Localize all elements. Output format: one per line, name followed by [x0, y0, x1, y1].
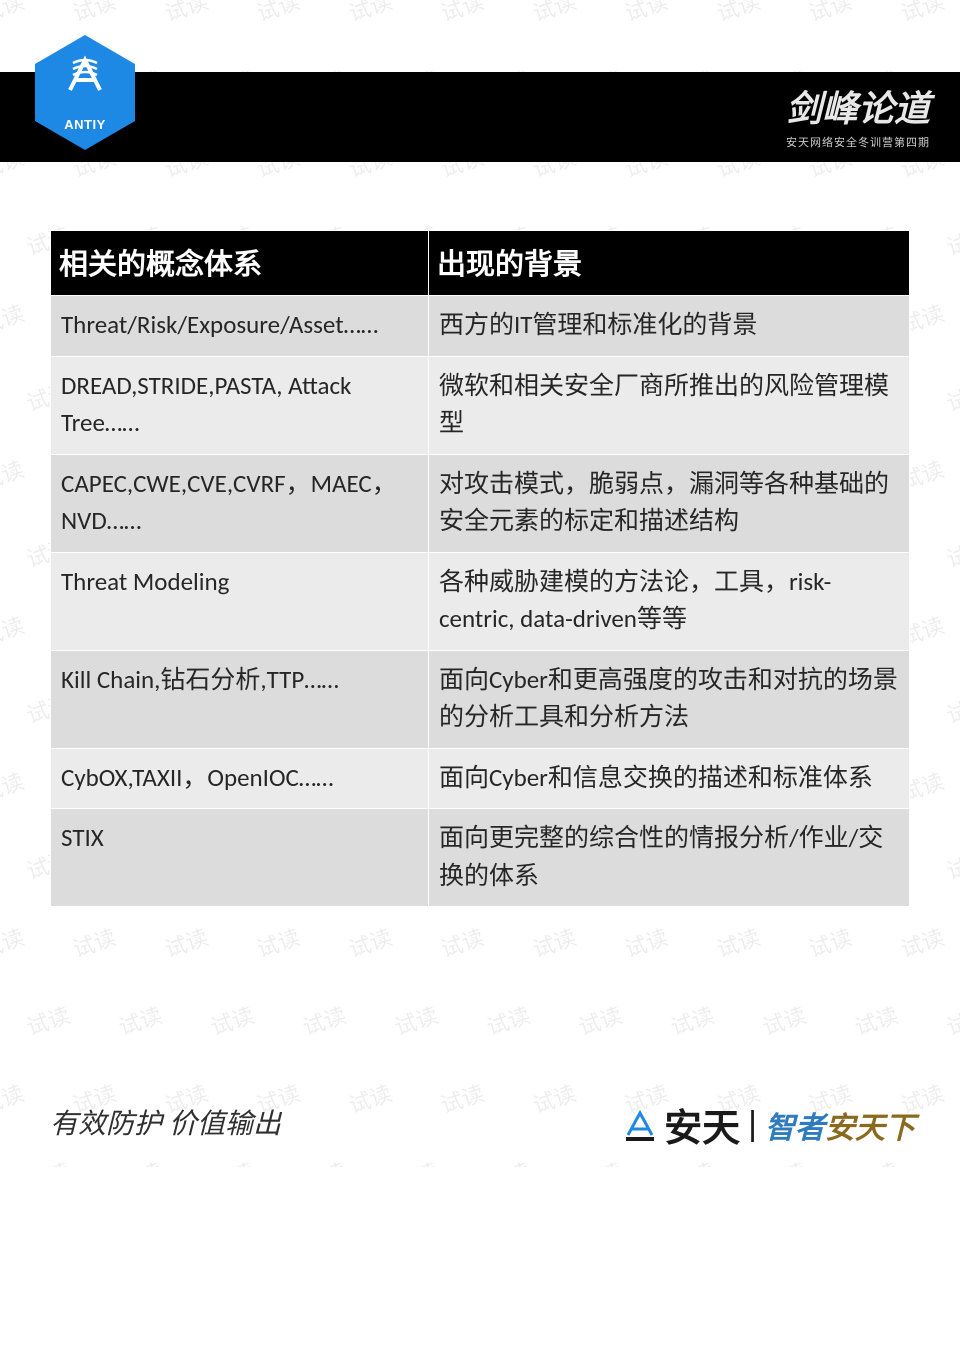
- watermark-text: 试读: [252, 920, 304, 964]
- footer-brand-block: 安天 | 智者安天下: [622, 1097, 915, 1152]
- watermark-text: 试读: [390, 998, 442, 1042]
- cell-background: 面向更完整的综合性的情报分析/作业/交换的体系: [428, 809, 909, 907]
- watermark-text: 试读: [666, 998, 718, 1042]
- watermark-text: 试读: [206, 998, 258, 1042]
- watermark-text: 试读: [160, 920, 212, 964]
- watermark-text: 试读: [528, 1076, 580, 1120]
- footer-divider: |: [748, 1105, 757, 1144]
- watermark-text: 试读: [344, 0, 396, 28]
- watermark-text: 试读: [298, 998, 350, 1042]
- watermark-text: 试读: [896, 0, 948, 28]
- cell-background: 各种威胁建模的方法论，工具，risk-centric, data-driven等…: [428, 552, 909, 650]
- watermark-text: 试读: [436, 0, 488, 28]
- watermark-text: 试读: [0, 0, 28, 28]
- footer-slogan-gold: 安天下: [825, 1112, 915, 1145]
- cell-concept: DREAD,STRIDE,PASTA, Attack Tree……: [51, 356, 429, 454]
- footer-tagline: 有效防护 价值输出: [50, 1102, 281, 1142]
- table-row: CAPEC,CWE,CVE,CVRF，MAEC，NVD……对攻击模式，脆弱点，漏…: [51, 454, 910, 552]
- cell-concept: Threat/Risk/Exposure/Asset……: [51, 296, 429, 357]
- footer-brand-text: 安天: [664, 1097, 740, 1152]
- watermark-text: 试读: [942, 218, 960, 262]
- table-row: DREAD,STRIDE,PASTA, Attack Tree……微软和相关安全…: [51, 356, 910, 454]
- footer-slogan: 智者安天下: [765, 1103, 915, 1147]
- cell-concept: CybOX,TAXII，OpenIOC……: [51, 748, 429, 809]
- footer-logo-icon: [622, 1107, 658, 1143]
- watermark-text: 试读: [712, 920, 764, 964]
- watermark-text: 试读: [68, 920, 120, 964]
- watermark-text: 试读: [482, 998, 534, 1042]
- watermark-text: 试读: [712, 0, 764, 28]
- watermark-text: 试读: [0, 920, 28, 964]
- cell-concept: Threat Modeling: [51, 552, 429, 650]
- col-header-concepts: 相关的概念体系: [51, 231, 429, 296]
- watermark-text: 试读: [574, 998, 626, 1042]
- watermark-text: 试读: [252, 0, 304, 28]
- watermark-text: 试读: [758, 998, 810, 1042]
- watermark-text: 试读: [22, 998, 74, 1042]
- table-row: CybOX,TAXII，OpenIOC……面向Cyber和信息交换的描述和标准体…: [51, 748, 910, 809]
- cell-concept: CAPEC,CWE,CVE,CVRF，MAEC，NVD……: [51, 454, 429, 552]
- watermark-text: 试读: [0, 452, 28, 496]
- watermark-text: 试读: [528, 0, 580, 28]
- watermark-text: 试读: [620, 0, 672, 28]
- watermark-text: 试读: [436, 1076, 488, 1120]
- table-header-row: 相关的概念体系 出现的背景: [51, 231, 910, 296]
- cell-background: 对攻击模式，脆弱点，漏洞等各种基础的安全元素的标定和描述结构: [428, 454, 909, 552]
- table-row: Threat Modeling各种威胁建模的方法论，工具，risk-centri…: [51, 552, 910, 650]
- bottom-mask: [0, 1167, 960, 1357]
- table-row: Threat/Risk/Exposure/Asset……西方的IT管理和标准化的…: [51, 296, 910, 357]
- watermark-text: 试读: [114, 998, 166, 1042]
- watermark-text: 试读: [896, 920, 948, 964]
- cell-background: 西方的IT管理和标准化的背景: [428, 296, 909, 357]
- watermark-text: 试读: [528, 920, 580, 964]
- watermark-text: 试读: [620, 920, 672, 964]
- watermark-text: 试读: [0, 764, 28, 808]
- watermark-text: 试读: [0, 608, 28, 652]
- cell-background: 微软和相关安全厂商所推出的风险管理模型: [428, 356, 909, 454]
- watermark-text: 试读: [0, 1076, 28, 1120]
- header-subtext: 安天网络安全冬训营第四期: [786, 134, 930, 150]
- header-right-block: 剑峰论道 安天网络安全冬训营第四期: [786, 80, 930, 150]
- header-calligraphy: 剑峰论道: [786, 80, 930, 132]
- watermark-text: 试读: [344, 920, 396, 964]
- col-header-background: 出现的背景: [428, 231, 909, 296]
- watermark-text: 试读: [942, 530, 960, 574]
- watermark-text: 试读: [942, 842, 960, 886]
- cell-concept: Kill Chain,钻石分析,TTP……: [51, 650, 429, 748]
- watermark-text: 试读: [436, 920, 488, 964]
- brand-logo: ANTIY: [35, 35, 135, 150]
- watermark-text: 试读: [344, 1076, 396, 1120]
- cell-background: 面向Cyber和更高强度的攻击和对抗的场景的分析工具和分析方法: [428, 650, 909, 748]
- table-row: STIX面向更完整的综合性的情报分析/作业/交换的体系: [51, 809, 910, 907]
- watermark-text: 试读: [850, 998, 902, 1042]
- cell-concept: STIX: [51, 809, 429, 907]
- watermark-text: 试读: [804, 920, 856, 964]
- watermark-text: 试读: [942, 374, 960, 418]
- watermark-text: 试读: [942, 686, 960, 730]
- watermark-text: 试读: [942, 998, 960, 1042]
- hexagon-icon: [35, 35, 135, 150]
- watermark-text: 试读: [804, 0, 856, 28]
- footer-tagline-text: 有效防护 价值输出: [50, 1109, 281, 1140]
- logo-label: ANTIY: [35, 117, 135, 132]
- table-row: Kill Chain,钻石分析,TTP……面向Cyber和更高强度的攻击和对抗的…: [51, 650, 910, 748]
- concept-table: 相关的概念体系 出现的背景 Threat/Risk/Exposure/Asset…: [50, 230, 910, 907]
- cell-background: 面向Cyber和信息交换的描述和标准体系: [428, 748, 909, 809]
- watermark-text: 试读: [160, 0, 212, 28]
- watermark-text: 试读: [68, 0, 120, 28]
- watermark-text: 试读: [0, 296, 28, 340]
- footer-slogan-blue: 智者: [765, 1112, 825, 1145]
